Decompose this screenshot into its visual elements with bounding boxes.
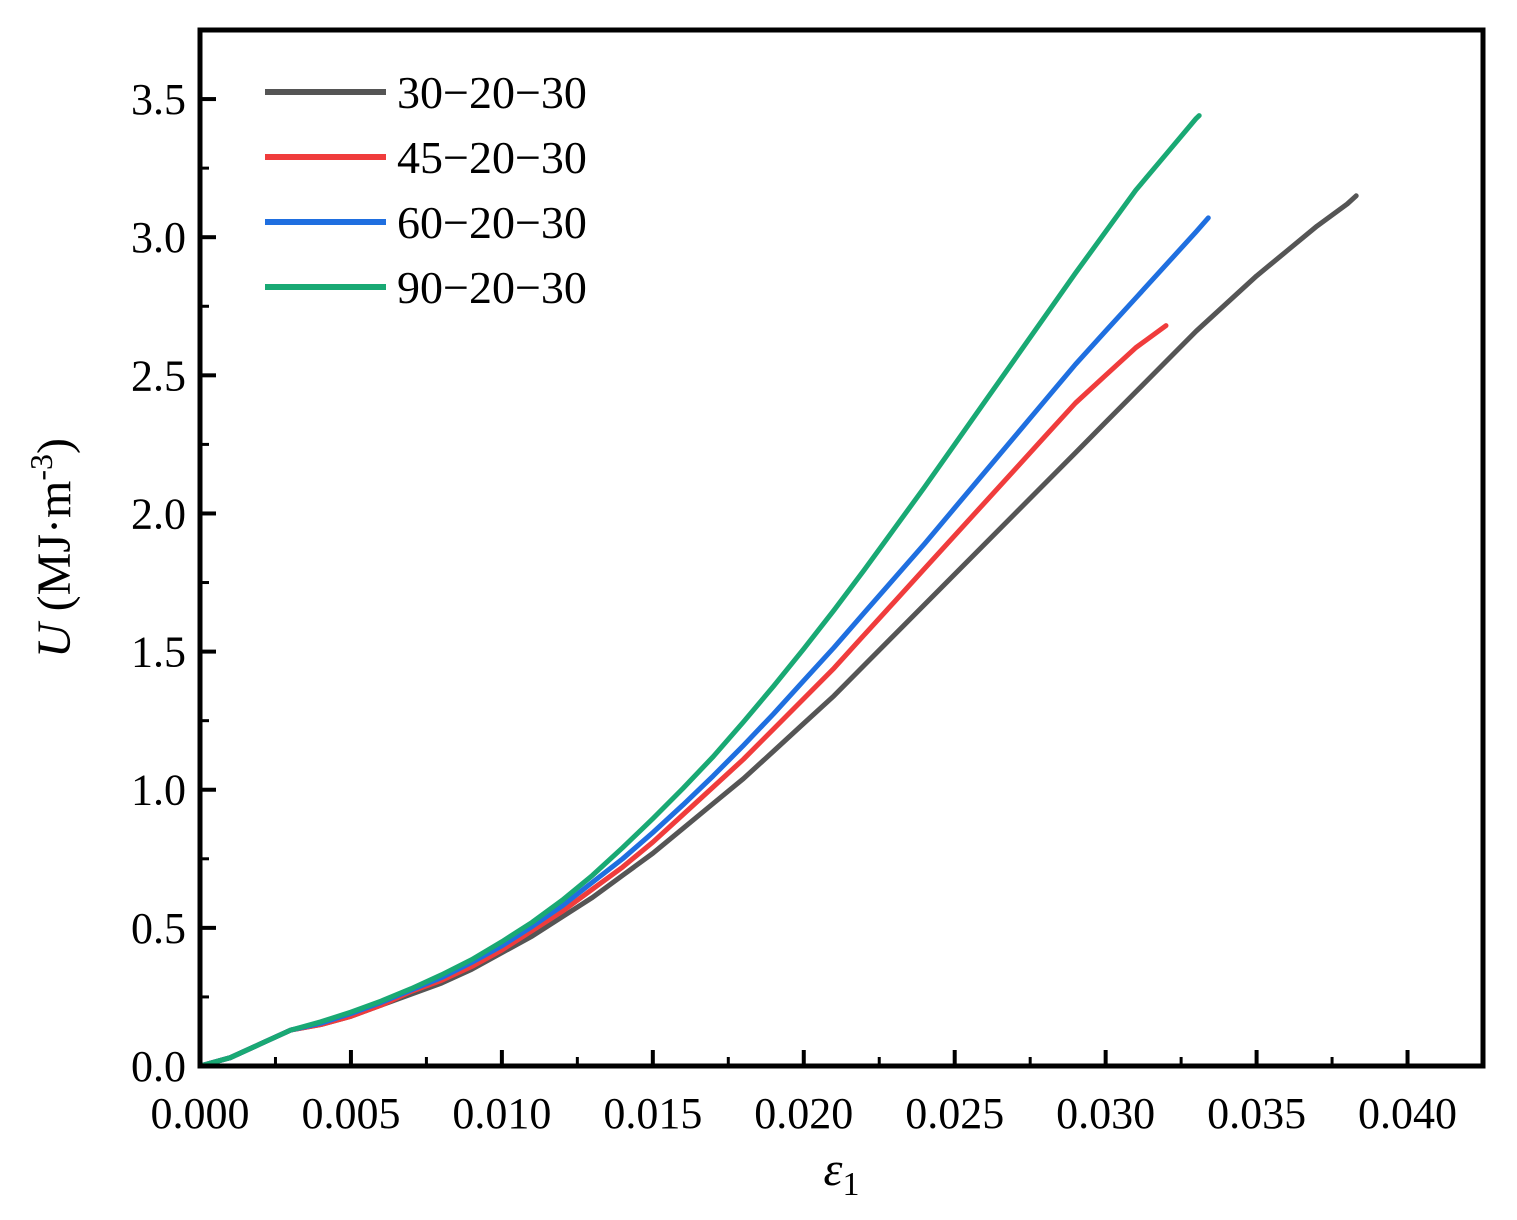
y-tick-label: 0.0 bbox=[131, 1042, 186, 1091]
x-tick-label: 0.015 bbox=[603, 1089, 702, 1138]
y-tick-label: 3.5 bbox=[131, 75, 186, 124]
y-axis-unit-close: ) bbox=[28, 438, 81, 454]
y-axis-title: U (MJ·m-3) bbox=[23, 438, 81, 658]
x-axis-symbol: ε bbox=[824, 1143, 843, 1196]
series-line-4 bbox=[197, 113, 1202, 1069]
x-tick-label: 0.000 bbox=[151, 1089, 250, 1138]
y-axis-symbol: U bbox=[28, 620, 81, 658]
legend-label: 45−20−30 bbox=[397, 132, 587, 183]
y-tick-label: 1.0 bbox=[131, 766, 186, 815]
series-line-1 bbox=[197, 193, 1359, 1069]
y-axis-unit-exponent: -3 bbox=[23, 454, 59, 481]
x-tick-label: 0.040 bbox=[1358, 1089, 1457, 1138]
x-tick-label: 0.030 bbox=[1056, 1089, 1155, 1138]
y-tick-label: 2.5 bbox=[131, 351, 186, 400]
legend: 30−20−30 45−20−30 60−20−30 90−20−30 bbox=[265, 67, 587, 313]
x-tick-label: 0.025 bbox=[905, 1089, 1004, 1138]
plot-frame bbox=[197, 27, 1486, 1069]
x-axis-subscript: 1 bbox=[842, 1166, 859, 1203]
x-tick-label: 0.005 bbox=[301, 1089, 400, 1138]
legend-label: 90−20−30 bbox=[397, 262, 587, 313]
y-axis-unit: (MJ·m bbox=[28, 481, 81, 624]
legend-label: 60−20−30 bbox=[397, 197, 587, 248]
x-axis-title: ε1 bbox=[824, 1143, 860, 1203]
series-layer bbox=[197, 113, 1359, 1069]
series-line-2 bbox=[197, 323, 1169, 1069]
legend-label: 30−20−30 bbox=[397, 67, 587, 118]
y-tick-label: 0.5 bbox=[131, 904, 186, 953]
y-tick-label: 3.0 bbox=[131, 213, 186, 262]
x-tick-label: 0.035 bbox=[1207, 1089, 1306, 1138]
y-tick-label: 2.0 bbox=[131, 489, 186, 538]
x-tick-label: 0.020 bbox=[754, 1089, 853, 1138]
x-tick-label: 0.010 bbox=[452, 1089, 551, 1138]
tick-layer: 0.000 0.005 0.010 0.015 0.020 0.025 0.030 0.035… bbox=[131, 75, 1457, 1138]
y-tick-label: 1.5 bbox=[131, 628, 186, 677]
series-line-3 bbox=[197, 215, 1211, 1069]
